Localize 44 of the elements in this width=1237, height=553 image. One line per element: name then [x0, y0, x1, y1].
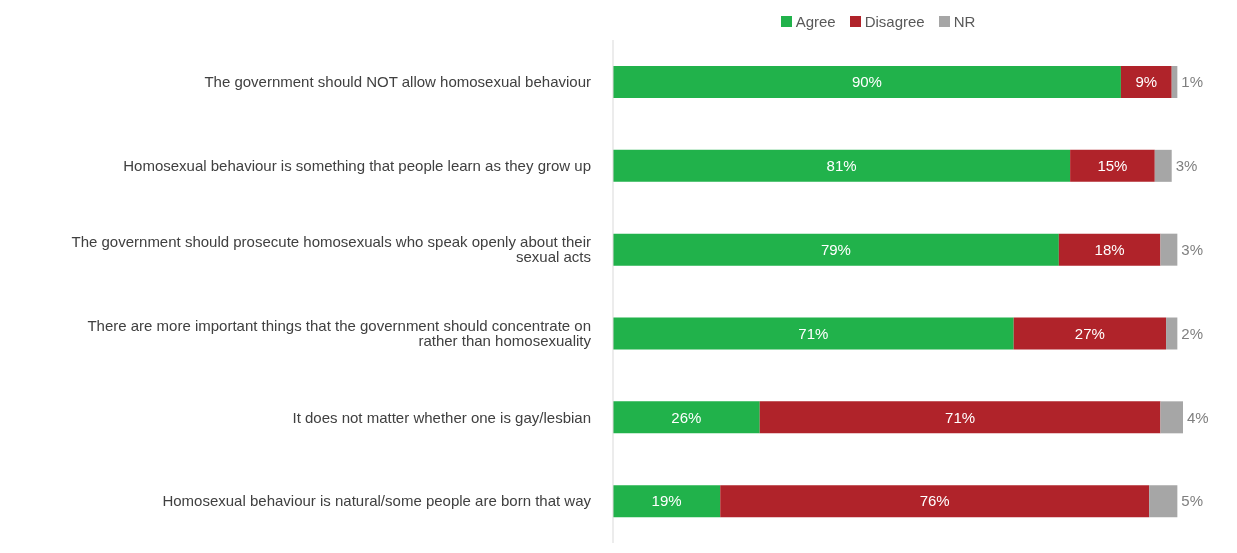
data-label: 90% [851, 73, 882, 91]
y-tick-label: Homosexual behaviour is natural/some people are born that way [162, 492, 592, 510]
data-label: 3% [1175, 157, 1198, 175]
data-label: 19% [651, 492, 682, 510]
bar [1013, 317, 1167, 350]
bar [1160, 233, 1178, 266]
legend-label: Agree [794, 13, 836, 30]
legend-label: Disagree [863, 13, 925, 30]
data-label: 71% [798, 324, 829, 342]
data-label: 79% [820, 240, 851, 258]
bar [613, 66, 1121, 98]
bar [613, 317, 1014, 350]
data-label: 15% [1097, 157, 1128, 175]
data-label: 18% [1094, 240, 1125, 258]
bar [1160, 401, 1183, 434]
data-label: 5% [1181, 492, 1204, 510]
bar [613, 149, 1071, 182]
data-label: 76% [919, 492, 950, 510]
bar [1120, 66, 1172, 98]
bar [1149, 485, 1178, 518]
data-label: 26% [671, 408, 702, 426]
data-label: 1% [1181, 73, 1204, 91]
y-tick-label: It does not matter whether one is gay/lesbian [292, 408, 591, 426]
data-label: 71% [945, 408, 976, 426]
bar [613, 485, 721, 518]
bar [1166, 317, 1178, 350]
bar [1058, 233, 1161, 266]
data-label: 27% [1074, 324, 1105, 342]
y-tick-label: The government should prosecute homosexuals who speak openly about their sexual acts [71, 233, 591, 266]
y-tick-label: The government should NOT allow homosexual behaviour [204, 73, 591, 91]
bar [613, 401, 760, 434]
y-tick-label: Homosexual behaviour is something that people learn as they grow up [123, 157, 591, 175]
data-label: 9% [1135, 73, 1158, 91]
bar [720, 485, 1150, 518]
bar [1070, 149, 1155, 182]
data-label: 3% [1181, 240, 1204, 258]
data-label: 2% [1181, 324, 1204, 342]
data-label: 81% [826, 157, 857, 175]
y-tick-label: There are more important things that the government should concentrate on rather than homosexuality [87, 317, 592, 350]
bar [1154, 149, 1172, 182]
bar [759, 401, 1161, 434]
bar [613, 233, 1059, 266]
legend-label: NR [952, 13, 976, 30]
data-label: 4% [1187, 408, 1209, 426]
